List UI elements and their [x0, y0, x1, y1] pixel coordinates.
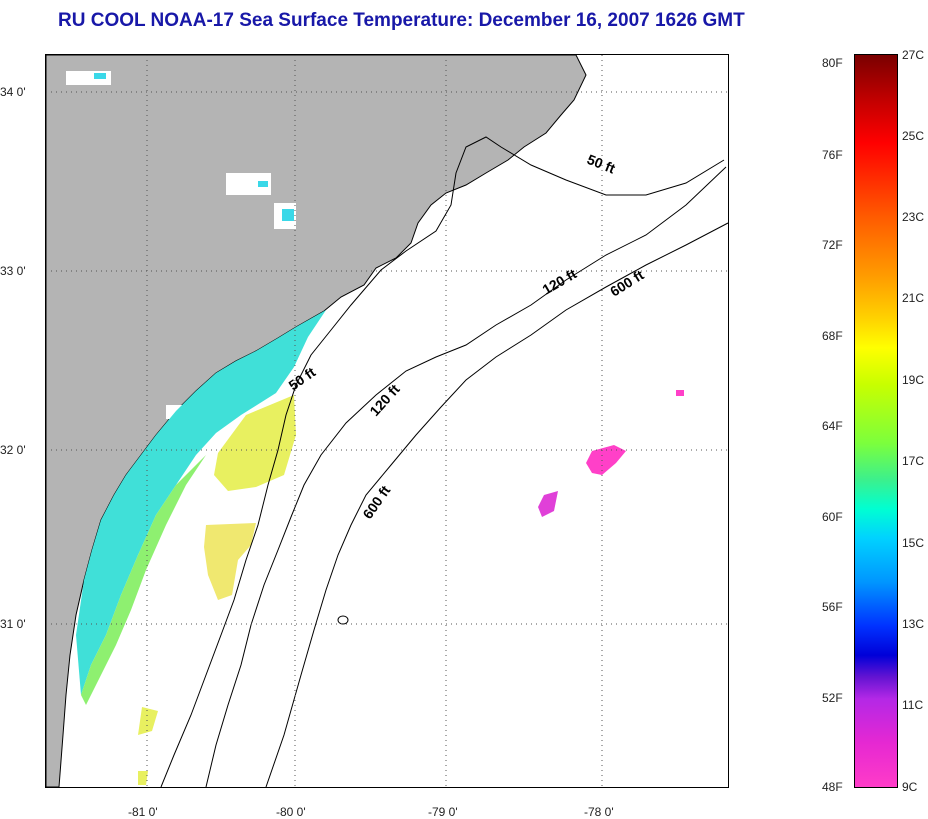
contour-120ft	[205, 166, 727, 787]
sst-map: 50 ft 50 ft 120 ft 120 ft 600 ft 600 ft	[45, 54, 729, 788]
contour-600ft	[265, 222, 728, 787]
lat-label-34: 34 0'	[0, 85, 26, 99]
lon-label-79: -79 0'	[428, 805, 458, 819]
colorbar-label-52f: 52F	[822, 691, 843, 705]
sst-cool-patch-east-2	[538, 491, 558, 517]
lat-label-32: 32 0'	[0, 443, 26, 457]
contour-label-600ft-north: 600 ft	[607, 266, 647, 299]
colorbar-label-13c: 13C	[902, 617, 925, 631]
sst-cool-patch-east-3	[676, 390, 684, 396]
contour-600ft-ring	[337, 615, 349, 625]
lon-label-78: -78 0'	[584, 805, 614, 819]
sst-warm-patch	[214, 395, 296, 491]
colorbar-label-60f: 60F	[822, 510, 843, 524]
map-title: RU COOL NOAA-17 Sea Surface Temperature:…	[58, 10, 745, 31]
colorbar-label-80f: 80F	[822, 56, 843, 70]
colorbar-label-72f: 72F	[822, 238, 843, 252]
colorbar-label-11c: 11C	[902, 698, 924, 712]
lon-label-80: -80 0'	[276, 805, 306, 819]
colorbar-label-27c: 27C	[902, 48, 925, 62]
colorbar-label-23c: 23C	[902, 210, 925, 224]
lat-label-31: 31 0'	[0, 617, 26, 631]
colorbar-label-48f: 48F	[822, 780, 843, 794]
gridlines	[46, 55, 728, 787]
colorbar-label-17c: 17C	[902, 454, 925, 468]
map-canvas: 50 ft 50 ft 120 ft 120 ft 600 ft 600 ft	[46, 55, 728, 787]
sst-patch-land	[94, 73, 294, 221]
sst-coastal-band-cyan	[76, 310, 326, 695]
sst-offshore-yellow	[204, 523, 256, 600]
land-mass	[46, 55, 587, 787]
temperature-colorbar	[854, 54, 898, 788]
lon-label-81: -81 0'	[128, 805, 158, 819]
sst-coastal-band-green	[81, 455, 206, 705]
colorbar-label-64f: 64F	[822, 419, 843, 433]
colorbar-label-19c: 19C	[902, 373, 925, 387]
sst-cool-patch-east	[586, 445, 626, 475]
colorbar-label-68f: 68F	[822, 329, 843, 343]
contour-label-50ft-north: 50 ft	[585, 151, 618, 177]
contour-50ft	[160, 136, 725, 787]
colorbar-label-21c: 21C	[902, 291, 925, 305]
colorbar-label-56f: 56F	[822, 600, 843, 614]
contour-label-600ft-south: 600 ft	[359, 482, 393, 521]
contour-label-120ft-south: 120 ft	[366, 381, 403, 419]
sst-small-yellow	[138, 707, 158, 735]
colorbar-label-15c: 15C	[902, 536, 925, 550]
contour-label-120ft-north: 120 ft	[540, 265, 580, 297]
colorbar-label-25c: 25C	[902, 129, 925, 143]
colorbar-label-9c: 9C	[902, 780, 918, 794]
lat-label-33: 33 0'	[0, 264, 26, 278]
sst-small-yellow-2	[138, 771, 148, 785]
colorbar-label-76f: 76F	[822, 148, 843, 162]
